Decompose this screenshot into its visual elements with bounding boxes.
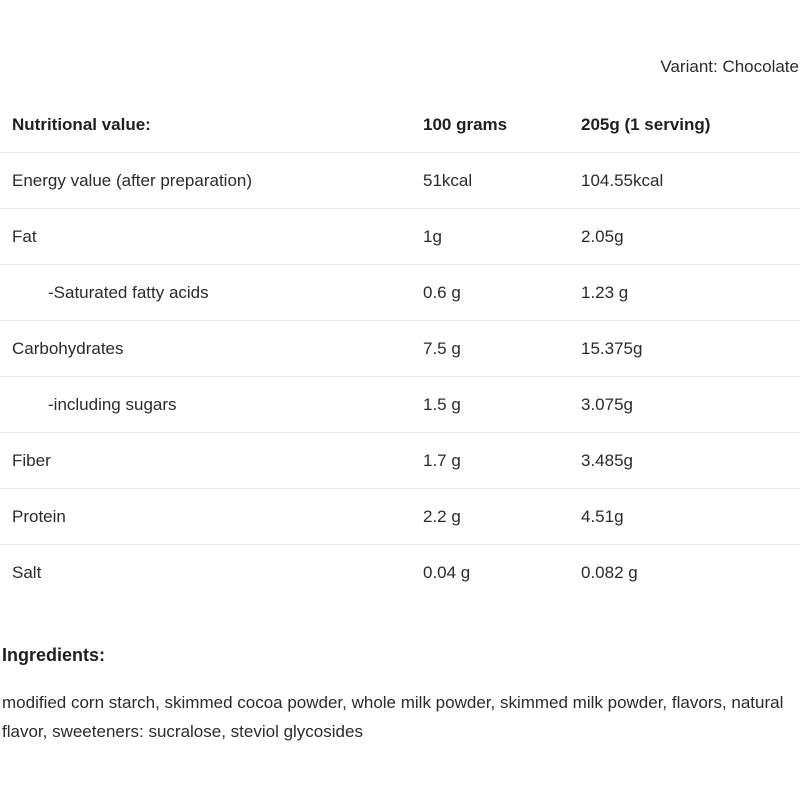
- header-100-grams: 100 grams: [423, 115, 508, 134]
- header-nutritional-value: Nutritional value:: [12, 115, 151, 134]
- value-100g: 7.5 g: [423, 339, 461, 358]
- header-serving: 205g (1 serving): [581, 115, 711, 134]
- value-serving: 2.05g: [581, 227, 624, 246]
- nutrient-name: Fiber: [12, 451, 51, 470]
- nutrient-name: Protein: [12, 507, 66, 526]
- value-serving: 1.23 g: [581, 283, 629, 302]
- value-serving: 3.485g: [581, 451, 633, 470]
- value-100g: 0.6 g: [423, 283, 461, 302]
- value-serving: 15.375g: [581, 339, 643, 358]
- table-row: Fiber 1.7 g 3.485g: [0, 433, 800, 489]
- nutrient-name: Fat: [12, 227, 37, 246]
- value-serving: 4.51g: [581, 507, 624, 526]
- variant-label: Variant: Chocolate: [660, 57, 799, 76]
- nutrient-name: -Saturated fatty acids: [48, 283, 209, 302]
- nutrient-name: -including sugars: [48, 395, 177, 414]
- ingredients-heading: Ingredients:: [2, 645, 106, 665]
- value-serving: 104.55kcal: [581, 171, 664, 190]
- table-header-row: Nutritional value: 100 grams 205g (1 ser…: [0, 97, 800, 153]
- value-100g: 0.04 g: [423, 563, 471, 582]
- nutrient-name: Energy value (after preparation): [12, 171, 253, 190]
- value-100g: 1.5 g: [423, 395, 461, 414]
- ingredients-text: modified corn starch, skimmed cocoa powd…: [2, 693, 784, 741]
- table-row: Carbohydrates 7.5 g 15.375g: [0, 321, 800, 377]
- table-row: Fat 1g 2.05g: [0, 209, 800, 265]
- table-row: -including sugars 1.5 g 3.075g: [0, 377, 800, 433]
- value-100g: 51kcal: [423, 171, 473, 190]
- table-row: Protein 2.2 g 4.51g: [0, 489, 800, 545]
- nutrient-name: Salt: [12, 563, 42, 582]
- value-serving: 0.082 g: [581, 563, 638, 582]
- value-100g: 1g: [423, 227, 442, 246]
- value-serving: 3.075g: [581, 395, 633, 414]
- table-row: -Saturated fatty acids 0.6 g 1.23 g: [0, 265, 800, 321]
- nutrition-table: Nutritional value: 100 grams 205g (1 ser…: [0, 97, 800, 601]
- table-row: Salt 0.04 g 0.082 g: [0, 545, 800, 601]
- nutrient-name: Carbohydrates: [12, 339, 124, 358]
- value-100g: 1.7 g: [423, 451, 461, 470]
- table-row: Energy value (after preparation) 51kcal …: [0, 153, 800, 209]
- value-100g: 2.2 g: [423, 507, 461, 526]
